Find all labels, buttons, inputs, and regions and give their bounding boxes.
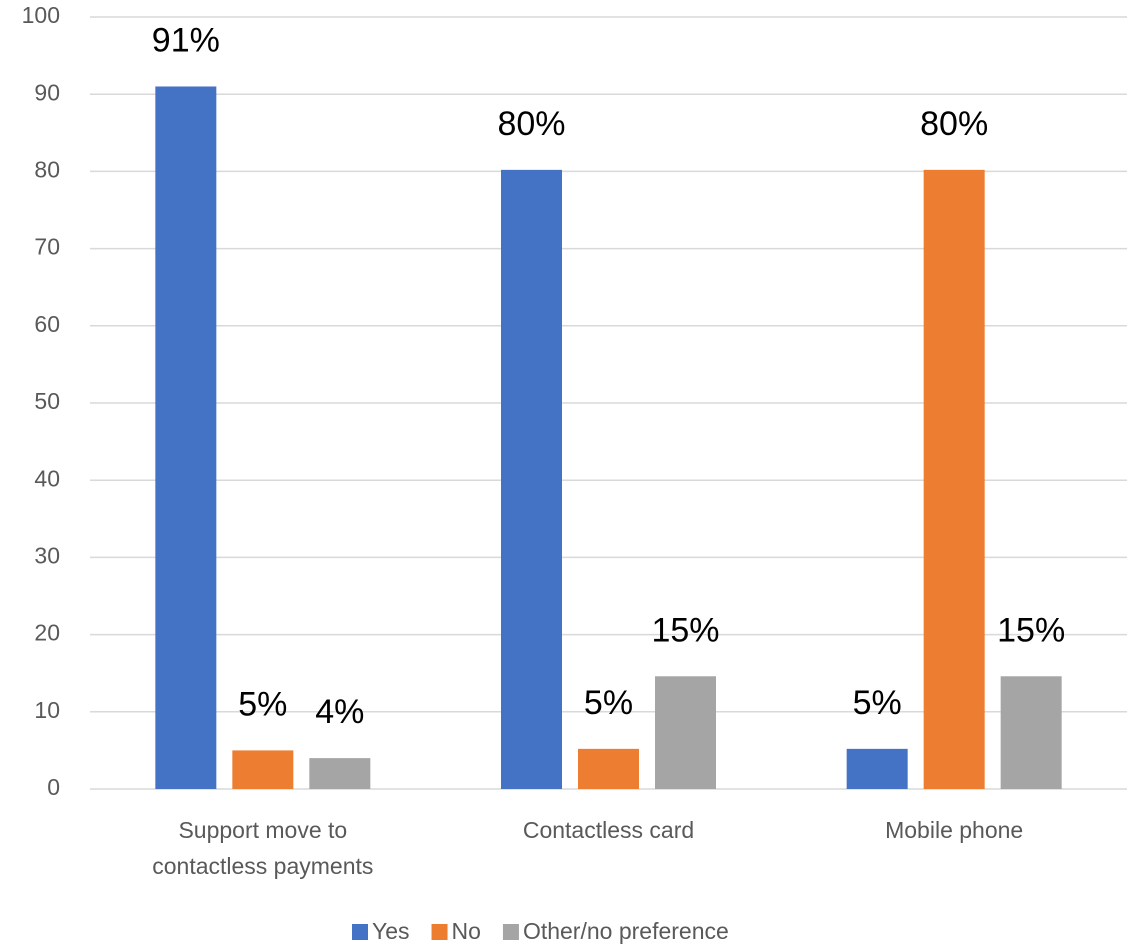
bar xyxy=(578,748,639,789)
value-label: 5% xyxy=(853,684,902,722)
value-label: 5% xyxy=(238,685,287,723)
y-tick-label: 40 xyxy=(34,465,60,491)
y-tick-label: 10 xyxy=(34,697,60,723)
value-label: 4% xyxy=(315,693,364,731)
legend-swatch xyxy=(352,924,368,940)
y-tick-label: 30 xyxy=(34,542,60,568)
y-tick-label: 20 xyxy=(34,620,60,646)
bar xyxy=(923,169,985,789)
value-label: 15% xyxy=(997,611,1065,649)
bar xyxy=(655,676,716,789)
x-tick-label: Support move to contactless payments xyxy=(152,817,373,879)
value-label: 5% xyxy=(584,684,633,722)
bar xyxy=(501,169,562,789)
legend-label: Other/no preference xyxy=(523,918,729,944)
legend-swatch xyxy=(431,924,448,940)
y-tick-label: 50 xyxy=(34,388,60,414)
bar xyxy=(846,748,908,789)
legend-swatch xyxy=(502,924,519,940)
x-tick-label: Contactless card xyxy=(523,817,694,843)
x-tick-label: Mobile phone xyxy=(885,817,1023,843)
y-tick-label: 0 xyxy=(47,774,60,800)
value-label: 80% xyxy=(497,105,565,143)
value-label: 91% xyxy=(152,21,220,59)
value-label: 15% xyxy=(651,611,719,649)
legend-label: Yes xyxy=(372,918,410,944)
y-tick-label: 100 xyxy=(22,2,60,28)
bar xyxy=(1000,676,1062,789)
y-tick-label: 60 xyxy=(34,311,60,337)
legend-label: No xyxy=(452,918,481,944)
bar xyxy=(232,750,294,789)
y-tick-label: 70 xyxy=(34,234,60,260)
y-tick-label: 80 xyxy=(34,156,60,182)
value-label: 80% xyxy=(920,105,988,143)
y-tick-label: 90 xyxy=(34,79,60,105)
bar xyxy=(155,86,217,790)
bar xyxy=(309,758,371,789)
